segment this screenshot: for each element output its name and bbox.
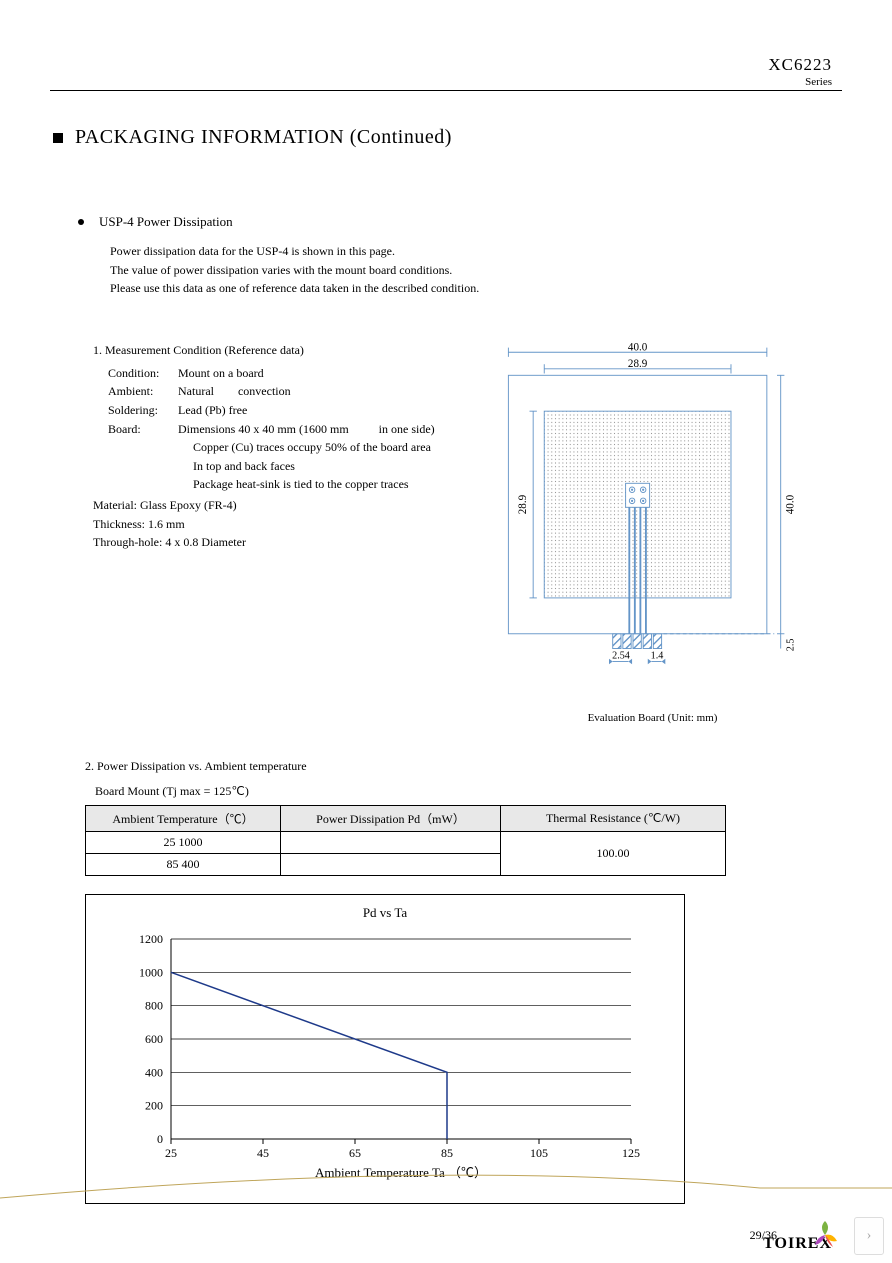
chevron-right-icon: › <box>867 1228 872 1244</box>
table-header: Ambient Temperature（℃） <box>86 805 281 831</box>
next-page-button[interactable]: › <box>854 1217 884 1255</box>
measurement-thickness: Thickness: 1.6 mm <box>93 515 463 534</box>
app-icon <box>803 1213 847 1257</box>
svg-text:40.0: 40.0 <box>628 343 648 353</box>
thermal-table: Ambient Temperature（℃） Power Dissipation… <box>85 805 726 876</box>
svg-text:800: 800 <box>145 998 163 1012</box>
measurement-board-hs: Package heat-sink is tied to the copper … <box>193 475 463 494</box>
subsection-bullet-icon <box>78 219 84 225</box>
board-caption: Evaluation Board (Unit: mm) <box>463 712 842 724</box>
table-cell: 85 400 <box>86 853 281 875</box>
svg-text:600: 600 <box>145 1032 163 1046</box>
description-line: Power dissipation data for the USP-4 is … <box>110 242 842 261</box>
svg-text:2.5: 2.5 <box>786 638 797 651</box>
table-header: Power Dissipation Pd（mW） <box>281 805 501 831</box>
measurement-title: 1. Measurement Condition (Reference data… <box>93 343 463 358</box>
table-cell: 25 1000 <box>86 831 281 853</box>
svg-text:200: 200 <box>145 1098 163 1112</box>
subsection-title: USP-4 Power Dissipation <box>99 214 233 230</box>
table-cell <box>281 831 501 853</box>
svg-text:28.9: 28.9 <box>628 358 648 370</box>
footer-curve <box>0 1148 892 1218</box>
svg-text:40.0: 40.0 <box>785 494 797 514</box>
section2-title: 2. Power Dissipation vs. Ambient tempera… <box>85 759 842 774</box>
evaluation-board-diagram: 40.0 28.9 40.0 2.5 28.9 2.54 1.4 <box>463 343 803 703</box>
header-rule <box>50 90 842 91</box>
measurement-soldering: Soldering:Lead (Pb) free <box>108 401 463 420</box>
measurement-ambient: Ambient:Natural convection <box>108 382 463 401</box>
section-bullet-icon <box>53 133 63 143</box>
svg-text:28.9: 28.9 <box>517 494 529 514</box>
description-line: Please use this data as one of reference… <box>110 279 842 298</box>
measurement-board-faces: In top and back faces <box>193 457 463 476</box>
measurement-condition: Condition:Mount on a board <box>108 364 463 383</box>
measurement-board-cu: Copper (Cu) traces occupy 50% of the boa… <box>193 438 463 457</box>
product-code: XC6223 <box>50 55 832 75</box>
svg-text:0: 0 <box>157 1132 163 1146</box>
measurement-material: Material: Glass Epoxy (FR-4) <box>93 496 463 515</box>
measurement-through-hole: Through-hole: 4 x 0.8 Diameter <box>93 533 463 552</box>
svg-text:2.54: 2.54 <box>612 650 630 661</box>
section2-subtitle: Board Mount (Tj max = 125℃) <box>95 784 842 799</box>
svg-text:1200: 1200 <box>139 932 163 946</box>
svg-text:1000: 1000 <box>139 965 163 979</box>
measurement-board: Board:Dimensions 40 x 40 mm (1600 mm in … <box>108 420 463 439</box>
table-header: Thermal Resistance (℃/W) <box>501 805 726 831</box>
product-series: Series <box>50 76 832 88</box>
svg-text:1.4: 1.4 <box>651 650 664 661</box>
table-cell: 100.00 <box>501 831 726 875</box>
chart-title: Pd vs Ta <box>86 895 684 921</box>
table-cell <box>281 853 501 875</box>
svg-text:400: 400 <box>145 1065 163 1079</box>
section-title: PACKAGING INFORMATION (Continued) <box>75 126 452 149</box>
description-line: The value of power dissipation varies wi… <box>110 261 842 280</box>
